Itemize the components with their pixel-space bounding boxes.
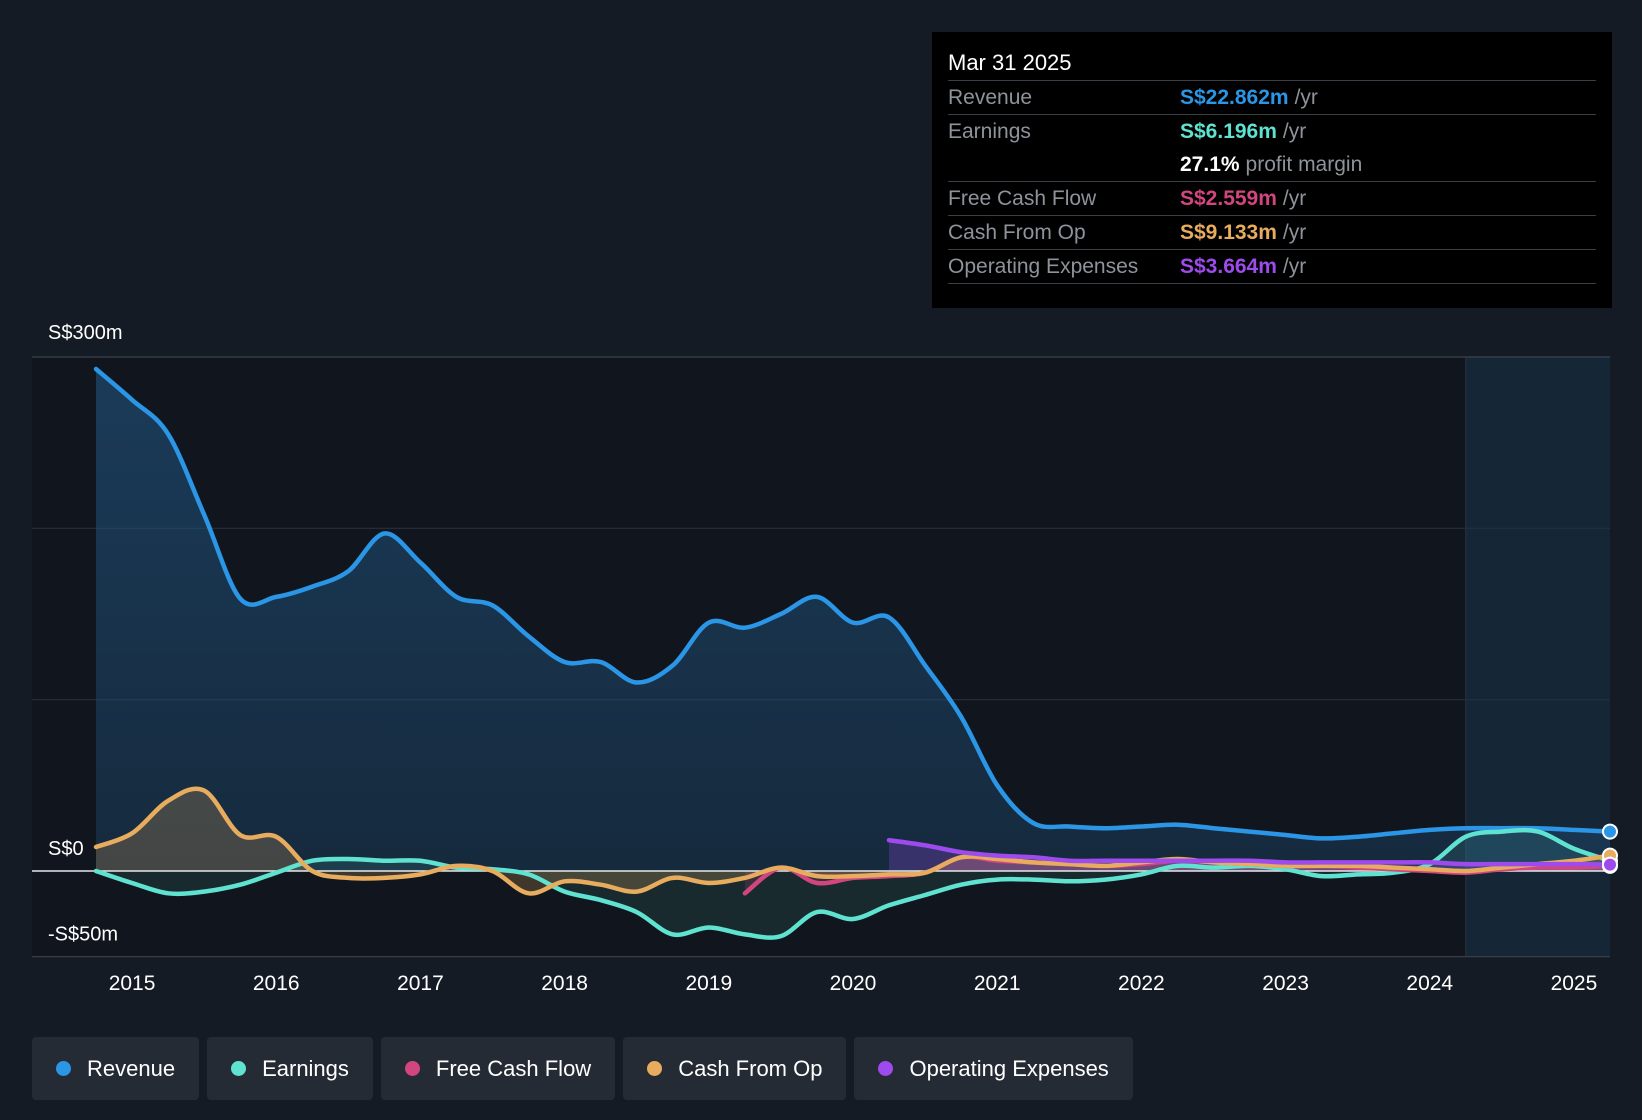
series-endpoints: [1602, 823, 1618, 874]
y-tick-label: S$0: [48, 838, 84, 860]
legend-label: Earnings: [262, 1055, 349, 1081]
tooltip-value: S$9.133m: [1180, 220, 1277, 244]
tooltip-value: S$2.559m: [1180, 186, 1277, 210]
x-tick-label: 2018: [541, 972, 588, 995]
tooltip-value: S$3.664m: [1180, 254, 1277, 278]
revenue-dot-icon: [56, 1061, 71, 1076]
tooltip-row-operating-expenses: Operating Expenses S$3.664m /yr: [948, 250, 1596, 284]
tooltip-label: Earnings: [948, 119, 1031, 143]
x-tick-label: 2015: [109, 972, 156, 995]
operating-expenses-endpoint: [1602, 856, 1618, 873]
profit-margin-label: profit margin: [1245, 152, 1363, 176]
earnings-area: [96, 830, 1610, 938]
tooltip-row-earnings: Earnings S$6.196m /yr: [948, 115, 1596, 148]
y-tick-label: S$300m: [48, 322, 123, 344]
y-tick-label: -S$50m: [48, 924, 118, 946]
tooltip-unit: /yr: [1282, 254, 1307, 278]
x-tick-label: 2023: [1262, 972, 1309, 995]
x-tick-label: 2025: [1551, 972, 1598, 995]
x-tick-label: 2017: [397, 972, 444, 995]
operating-expenses-dot-icon: [878, 1061, 894, 1076]
x-tick-label: 2022: [1118, 972, 1165, 995]
x-tick-label: 2020: [830, 972, 877, 995]
legend-item-earnings[interactable]: Earnings: [207, 1037, 373, 1100]
revenue-line: [93, 366, 1613, 841]
revenue-endpoint: [1602, 823, 1618, 840]
free-cash-flow-dot-icon: [404, 1061, 420, 1076]
x-tick-label: 2019: [685, 972, 732, 995]
tooltip-label: Cash From Op: [948, 220, 1086, 244]
tooltip-row-free-cash-flow: Free Cash Flow S$2.559m /yr: [948, 182, 1596, 216]
legend-label: Operating Expenses: [909, 1055, 1109, 1081]
legend-label: Free Cash Flow: [435, 1055, 592, 1081]
legend-item-operating-expenses[interactable]: Operating Expenses: [854, 1037, 1133, 1100]
tooltip-label: Operating Expenses: [948, 254, 1139, 278]
tooltip-row-revenue: Revenue S$22.862m /yr: [948, 81, 1596, 115]
cash-from-op-line: [93, 786, 1613, 896]
x-tick-label: 2021: [974, 972, 1021, 995]
series-lines: [93, 366, 1613, 940]
tooltip-date: Mar 31 2025: [948, 44, 1596, 81]
tooltip-label: Free Cash Flow: [948, 186, 1097, 210]
operating-expenses-line: [886, 837, 1613, 867]
legend-item-free-cash-flow[interactable]: Free Cash Flow: [380, 1037, 616, 1100]
legend-item-cash-from-op[interactable]: Cash From Op: [623, 1037, 847, 1100]
free-cash-flow-area: [744, 856, 1610, 894]
tooltip-panel: Mar 31 2025 Revenue S$22.862m /yr Earnin…: [932, 32, 1612, 308]
tooltip-value: S$6.196m: [1180, 119, 1277, 143]
x-tick-label: 2024: [1406, 972, 1453, 995]
legend: Revenue Earnings Free Cash Flow Cash Fro…: [32, 1037, 1133, 1100]
tooltip-unit: /yr: [1282, 119, 1307, 143]
x-tick-label: 2016: [253, 972, 300, 995]
cash-from-op-dot-icon: [647, 1061, 663, 1076]
earnings-dot-icon: [231, 1061, 247, 1076]
revenue-area: [96, 369, 1610, 871]
y-axis-labels: S$300m S$0 -S$50m: [48, 322, 123, 946]
legend-item-revenue[interactable]: Revenue: [32, 1037, 200, 1100]
legend-label: Cash From Op: [678, 1055, 823, 1081]
tooltip-unit: /yr: [1294, 85, 1318, 109]
legend-label: Revenue: [87, 1055, 176, 1081]
tooltip-label: Revenue: [948, 85, 1033, 109]
tooltip-row-profit-margin: 27.1% profit margin: [948, 148, 1596, 182]
x-axis-labels: 2015 2016 2017 2018 2019 2020 2021 2022 2023 2024…: [109, 972, 1598, 995]
tooltip-unit: /yr: [1282, 220, 1307, 244]
profit-margin-value: 27.1%: [1180, 152, 1240, 176]
tooltip-unit: /yr: [1282, 186, 1307, 210]
earnings-line: [93, 827, 1613, 940]
tooltip-row-cash-from-op: Cash From Op S$9.133m /yr: [948, 216, 1596, 250]
tooltip-value: S$22.862m: [1180, 85, 1289, 109]
